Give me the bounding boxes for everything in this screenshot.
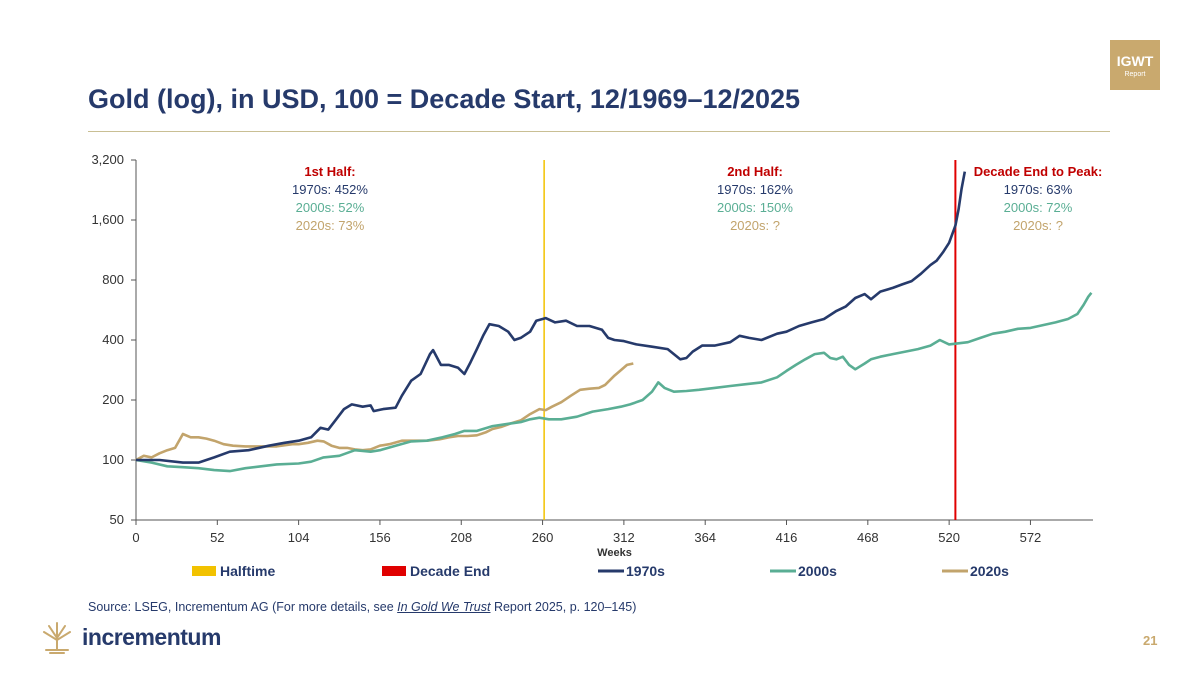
x-tick-label: 312	[613, 530, 635, 545]
x-tick-label: 364	[694, 530, 716, 545]
second-half-annotation-line: 1970s: 162%	[717, 182, 793, 197]
legend-label: Halftime	[220, 563, 275, 579]
y-tick-label: 400	[102, 332, 124, 347]
decade-end-to-peak-annotation-line: 2020s: ?	[1013, 218, 1063, 233]
x-tick-label: 520	[938, 530, 960, 545]
first-half-annotation-heading: 1st Half:	[304, 164, 355, 179]
second-half-annotation-line: 2000s: 150%	[717, 200, 793, 215]
gold-decade-chart: 50 100 200 400 800 1,600 3,200 0 52 104 156 208 260 3…	[91, 152, 1103, 579]
x-tick-label: 104	[288, 530, 310, 545]
legend-label: Decade End	[410, 563, 490, 579]
x-tick-label: 416	[776, 530, 798, 545]
legend-label: 2000s	[798, 563, 837, 579]
x-tick-label: 156	[369, 530, 391, 545]
page-number: 21	[1143, 633, 1158, 648]
first-half-annotation-line: 2000s: 52%	[296, 200, 365, 215]
x-tick-label: 260	[532, 530, 554, 545]
source-suffix: Report 2025, p. 120–145)	[490, 600, 637, 614]
x-tick-label: 468	[857, 530, 879, 545]
decade-end-to-peak-annotation-heading: Decade End to Peak:	[974, 164, 1103, 179]
x-tick-label: 0	[132, 530, 139, 545]
y-tick-label: 200	[102, 392, 124, 407]
legend-swatch-halftime	[192, 566, 216, 576]
decade-end-to-peak-annotation-line: 1970s: 63%	[1004, 182, 1073, 197]
legend-label: 2020s	[970, 563, 1009, 579]
title-divider	[88, 131, 1110, 132]
badge-subtitle: Report	[1124, 71, 1146, 78]
series-line-1970s	[136, 171, 967, 464]
logo-wordmark: incrementum	[82, 623, 221, 650]
x-tick-label: 52	[210, 530, 224, 545]
source-prefix: Source: LSEG, Incrementum AG (For more d…	[88, 600, 398, 614]
igwt-report-badge: IGWT Report	[1110, 40, 1160, 90]
legend-label: 1970s	[626, 563, 665, 579]
source-report-link[interactable]: In Gold We Trust	[397, 600, 491, 614]
page-title: Gold (log), in USD, 100 = Decade Start, …	[88, 84, 801, 114]
badge-title: IGWT	[1116, 53, 1154, 69]
y-tick-label: 1,600	[91, 212, 124, 227]
y-tick-label: 800	[102, 272, 124, 287]
first-half-annotation-line: 1970s: 452%	[292, 182, 368, 197]
second-half-annotation-heading: 2nd Half:	[727, 164, 783, 179]
source-note: Source: LSEG, Incrementum AG (For more d…	[88, 600, 636, 614]
y-tick-label: 3,200	[91, 152, 124, 167]
incrementum-logo: incrementum	[40, 620, 221, 654]
tree-logo-icon	[40, 620, 74, 654]
x-tick-label: 572	[1020, 530, 1042, 545]
series-line-2000s	[135, 291, 1093, 473]
first-half-annotation-line: 2020s: 73%	[296, 218, 365, 233]
y-tick-label: 50	[110, 512, 124, 527]
y-tick-label: 100	[102, 452, 124, 467]
series-line-2020s	[135, 362, 634, 462]
legend-swatch-decade-end	[382, 566, 406, 576]
decade-end-to-peak-annotation-line: 2000s: 72%	[1004, 200, 1073, 215]
x-tick-label: 208	[450, 530, 472, 545]
second-half-annotation-line: 2020s: ?	[730, 218, 780, 233]
x-axis-title: Weeks	[597, 547, 632, 559]
